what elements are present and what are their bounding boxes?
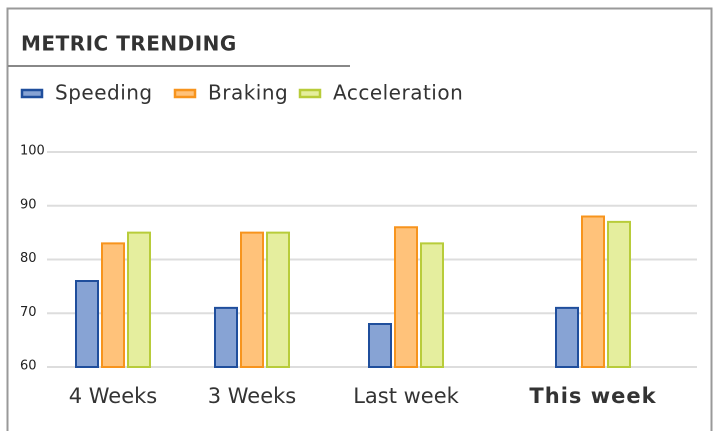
bar <box>368 323 392 368</box>
chart-title: METRIC TRENDING <box>21 32 237 56</box>
bar <box>581 215 605 368</box>
bar <box>394 226 418 368</box>
x-tick-label: Last week <box>353 384 459 408</box>
legend-swatch <box>20 88 44 99</box>
bar <box>214 306 238 368</box>
bar <box>75 280 99 368</box>
bar <box>555 306 579 368</box>
bar <box>240 231 264 368</box>
legend-swatch <box>173 88 197 99</box>
y-tick-label: 60 <box>20 359 37 374</box>
y-tick-label: 100 <box>20 144 45 159</box>
legend-swatch <box>298 88 322 99</box>
legend-label: Acceleration <box>333 81 463 105</box>
y-tick-label: 80 <box>20 251 37 266</box>
legend-label: Speeding <box>55 81 153 105</box>
bar <box>607 220 631 368</box>
bar <box>420 242 444 368</box>
y-tick-label: 90 <box>20 197 37 212</box>
bar <box>101 242 125 368</box>
x-tick-label: 4 Weeks <box>69 384 158 408</box>
bar <box>127 231 151 368</box>
legend-label: Braking <box>208 81 288 105</box>
x-tick-label: This week <box>529 384 656 408</box>
x-tick-label: 3 Weeks <box>208 384 297 408</box>
bar <box>266 231 290 368</box>
y-tick-label: 70 <box>20 305 37 320</box>
